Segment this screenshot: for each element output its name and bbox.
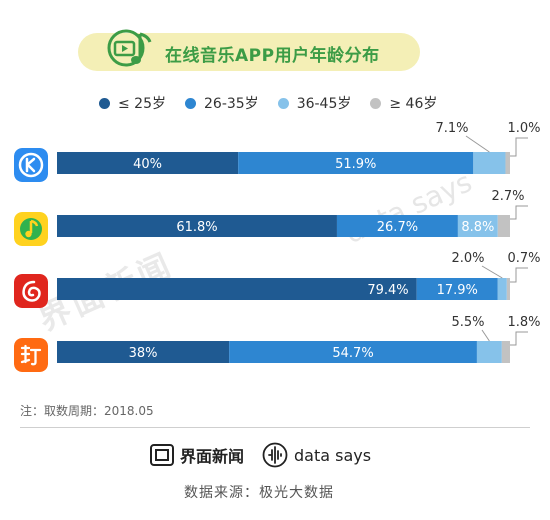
legend-swatch [277, 97, 289, 109]
legend-label: ≥ 46岁 [389, 96, 438, 112]
bar-segment [416, 278, 498, 300]
legend-label: 26-35岁 [204, 96, 259, 112]
bar-segment [57, 341, 230, 363]
bar-segment [229, 341, 477, 363]
bar-segment [57, 152, 239, 174]
legend-item-36-45: 36-45岁 [277, 93, 352, 113]
qq-music-icon [14, 212, 48, 246]
leader-line [510, 331, 528, 346]
data-label: 79.4% [367, 283, 408, 298]
data-label: 1.0% [507, 121, 540, 136]
data-says-logo-icon [262, 442, 288, 468]
bar-segment [505, 152, 510, 174]
legend: ≤ 25岁 26-35岁 36-45岁 ≥ 46岁 [99, 93, 456, 113]
brand-jiemian: 界面新闻 [180, 447, 245, 466]
netease-cloud-music-icon [14, 274, 48, 308]
music-video-icon [107, 29, 152, 67]
stacked-bar-chart: 40% 51.9% 7.1% 1.0% 61.8% 26.7% 8.8% 2.7% 79.4% 1… [57, 121, 541, 363]
divider [20, 427, 530, 428]
data-label: 51.9% [335, 157, 376, 172]
period-note: 注：取数周期：2018.05 [20, 404, 154, 418]
leader-line [510, 137, 528, 157]
brand-row: 界面新闻 data says [150, 442, 371, 468]
bar-segment [476, 341, 502, 363]
legend-label: 36-45岁 [296, 96, 352, 112]
jiemian-logo-icon [150, 444, 174, 466]
bar-segment [336, 215, 458, 237]
data-label: 1.8% [507, 315, 540, 330]
data-label: 2.7% [491, 189, 524, 204]
legend-swatch [99, 97, 110, 109]
kugou-music-icon [14, 148, 48, 182]
leader-line [465, 135, 490, 153]
data-source: 数据来源：极光大数据 [184, 485, 334, 501]
data-label: 2.0% [451, 251, 484, 266]
data-label: 0.7% [507, 251, 540, 266]
legend-swatch [370, 97, 382, 109]
data-label: 5.5% [451, 315, 484, 330]
bar-segment [497, 278, 507, 300]
data-label: 38% [129, 346, 158, 361]
bar-segment [57, 215, 337, 237]
bar-segment [497, 215, 510, 237]
leader-line [510, 205, 528, 220]
leader-line [481, 329, 490, 342]
legend-item-under-25: ≤ 25岁 [99, 93, 166, 113]
data-label: 26.7% [377, 220, 418, 235]
data-label: 8.8% [461, 220, 494, 235]
bar-segment [457, 215, 498, 237]
data-label: 40% [133, 157, 162, 172]
bar-segment [57, 278, 417, 300]
legend-item-over-46: ≥ 46岁 [370, 93, 437, 113]
legend-item-26-35: 26-35岁 [185, 93, 259, 113]
brand-datasays: data says [294, 445, 372, 465]
data-label: 17.9% [437, 283, 478, 298]
chart-title: 在线音乐APP用户年龄分布 [165, 46, 380, 66]
bar-segment [238, 152, 474, 174]
data-label: 7.1% [435, 121, 468, 136]
leader-line [510, 267, 528, 283]
leader-line [481, 265, 503, 279]
bar-segment [506, 278, 510, 300]
data-label: 54.7% [332, 346, 373, 361]
legend-label: ≤ 25岁 [118, 96, 166, 112]
xiami-music-icon [14, 338, 48, 372]
data-label: 61.8% [176, 220, 217, 235]
bar-segment [473, 152, 506, 174]
bar-segment [501, 341, 510, 363]
legend-swatch [185, 97, 196, 109]
